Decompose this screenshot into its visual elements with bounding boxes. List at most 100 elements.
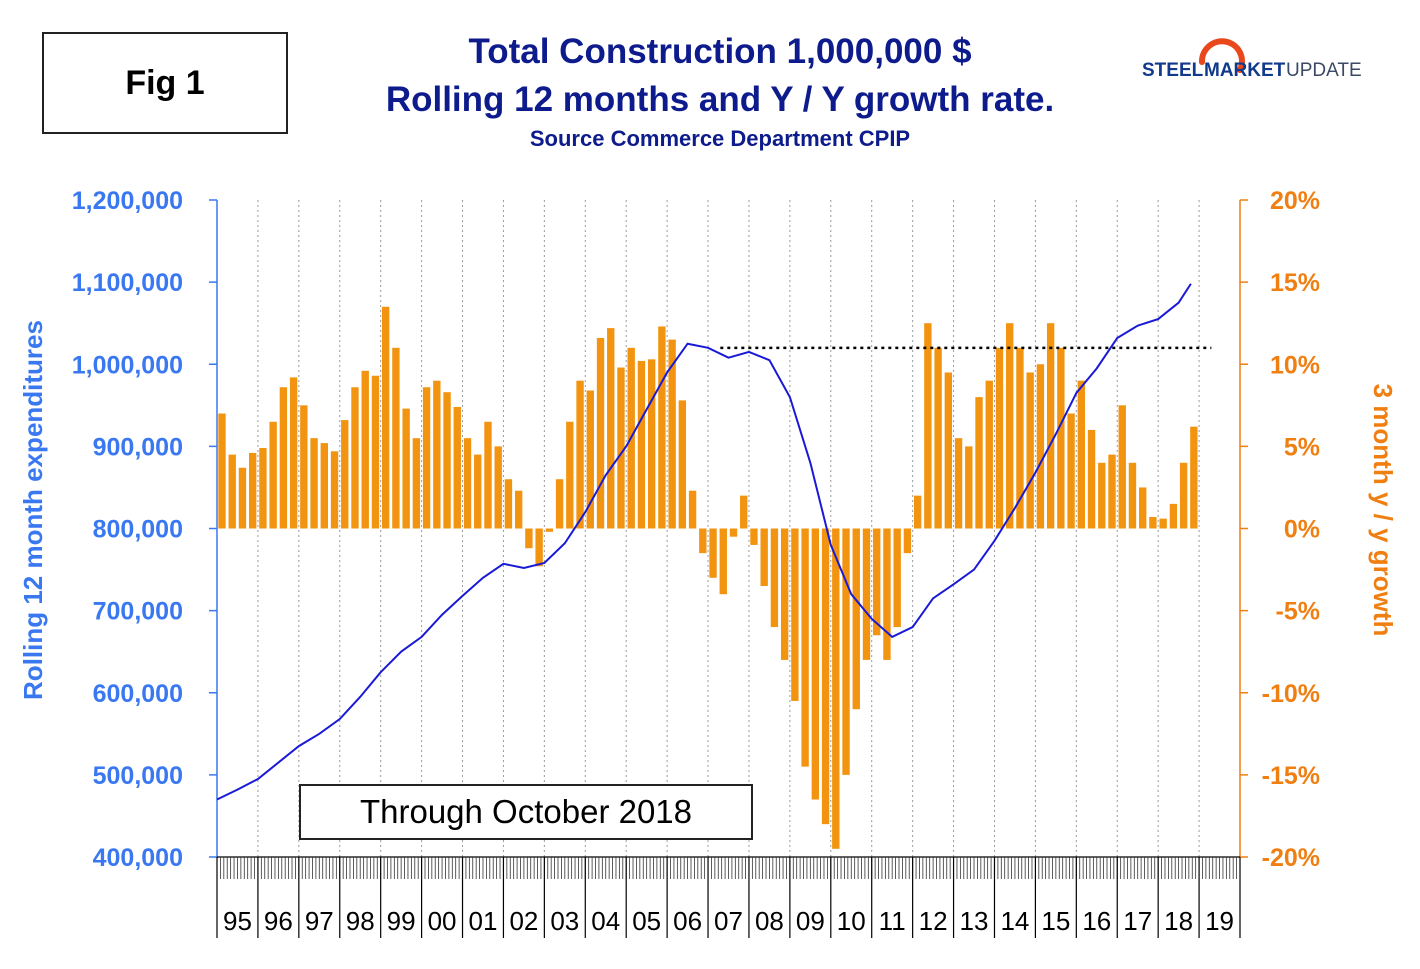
growth-bar: [862, 528, 871, 660]
growth-bar: [903, 528, 912, 554]
right-tick-label: 15%: [1270, 269, 1320, 297]
growth-bar: [740, 495, 748, 529]
x-tick-label: 14: [1000, 906, 1029, 936]
growth-bar: [1087, 429, 1096, 529]
steel-market-update-logo: STEEL MARKET UPDATE: [1142, 38, 1362, 81]
axis-labels: Rolling 12 month expenditures 3 month y …: [18, 187, 1398, 936]
growth-bar: [1169, 503, 1178, 529]
growth-bar: [719, 528, 727, 595]
growth-bar: [320, 443, 328, 529]
growth-bar: [1108, 454, 1116, 529]
left-tick-label: 500,000: [93, 762, 183, 790]
left-tick-label: 1,200,000: [72, 187, 183, 215]
growth-bar: [330, 451, 339, 529]
growth-bar: [555, 479, 564, 529]
x-tick-label: 15: [1041, 906, 1070, 936]
growth-bar: [443, 392, 451, 529]
left-tick-label: 600,000: [93, 680, 183, 708]
left-tick-label: 900,000: [93, 433, 183, 461]
chart-subtitle: Source Commerce Department CPIP: [529, 126, 911, 151]
logo-word-steel: STEEL: [1142, 60, 1204, 81]
left-tick-label: 400,000: [93, 844, 183, 872]
growth-bar: [658, 326, 666, 529]
growth-bar: [1098, 462, 1106, 529]
x-tick-label: 95: [223, 906, 252, 936]
x-tick-label: 09: [796, 906, 825, 936]
growth-bar: [760, 528, 768, 586]
growth-bar: [811, 528, 820, 800]
growth-bar: [525, 528, 533, 549]
growth-bar: [381, 306, 390, 529]
growth-bar: [975, 397, 983, 529]
growth-bar: [985, 380, 993, 529]
left-tick-label: 1,000,000: [72, 351, 183, 379]
growth-bar: [351, 387, 359, 529]
growth-bar: [873, 528, 881, 636]
growth-bar: [310, 438, 318, 529]
x-tick-label: 02: [509, 906, 538, 936]
growth-bar: [995, 347, 1004, 529]
growth-bar: [678, 400, 687, 529]
growth-bar: [576, 380, 584, 529]
x-tick-label: 18: [1164, 906, 1193, 936]
through-date-note: Through October 2018: [299, 784, 753, 840]
growth-bar: [545, 528, 554, 532]
growth-bar: [913, 495, 922, 529]
right-tick-label: -15%: [1262, 762, 1320, 790]
x-tick-label: 96: [264, 906, 293, 936]
growth-bar: [586, 390, 594, 529]
left-tick-label: 1,100,000: [72, 269, 183, 297]
growth-bar: [1016, 347, 1024, 529]
growth-bar: [852, 528, 860, 710]
right-tick-label: -10%: [1262, 680, 1320, 708]
growth-bar: [341, 420, 349, 529]
growth-bar: [514, 490, 523, 529]
x-tick-label: 13: [960, 906, 989, 936]
growth-bar: [954, 438, 963, 529]
growth-bar: [1077, 380, 1086, 529]
growth-bar: [893, 528, 901, 628]
x-tick-label: 07: [714, 906, 743, 936]
growth-bar: [1046, 323, 1055, 529]
logo-word-update: UPDATE: [1286, 60, 1362, 81]
growth-bar: [780, 528, 789, 660]
growth-bar: [228, 454, 236, 529]
growth-bar: [1128, 462, 1137, 529]
growth-bar: [238, 467, 247, 529]
x-tick-label: 01: [469, 906, 498, 936]
right-tick-label: 0%: [1284, 516, 1320, 544]
right-tick-label: -5%: [1276, 598, 1320, 626]
figure-label: Fig 1: [42, 32, 288, 134]
growth-bar: [566, 421, 574, 529]
growth-bar: [1190, 426, 1198, 529]
growth-bar: [1159, 518, 1167, 529]
growth-bar: [259, 448, 267, 529]
growth-bar: [300, 405, 308, 529]
logo-word-market: MARKET: [1204, 60, 1286, 81]
x-tick-label: 98: [346, 906, 375, 936]
growth-bar: [1026, 372, 1034, 529]
growth-bar: [832, 528, 840, 849]
growth-bar: [944, 372, 953, 529]
growth-bar: [791, 528, 799, 701]
x-tick-label: 00: [428, 906, 457, 936]
growth-bar: [688, 490, 697, 529]
growth-bar: [699, 528, 707, 554]
growth-bar: [729, 528, 738, 537]
growth-bar: [392, 347, 400, 529]
x-tick-label: 06: [673, 906, 702, 936]
x-tick-label: 16: [1082, 906, 1111, 936]
growth-bar: [924, 323, 932, 529]
growth-bar: [1067, 413, 1075, 529]
logo-swoosh: [1198, 38, 1245, 73]
left-axis-label: Rolling 12 month expenditures: [18, 320, 48, 700]
left-tick-label: 800,000: [93, 516, 183, 544]
growth-bar: [750, 528, 758, 545]
chart-title-line2: Rolling 12 months and Y / Y growth rate.: [385, 80, 1055, 119]
x-tick-label: 19: [1205, 906, 1234, 936]
bars-series: [218, 306, 1198, 849]
growth-bar: [821, 528, 830, 825]
growth-bar: [617, 367, 625, 529]
growth-bar: [269, 421, 277, 529]
